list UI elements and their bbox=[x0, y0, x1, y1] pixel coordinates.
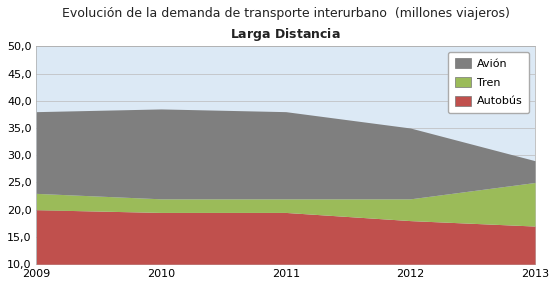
Legend: Avión, Tren, Autobús: Avión, Tren, Autobús bbox=[448, 52, 529, 113]
Title: Evolución de la demanda de transporte interurbano  (millones viajeros)
$\bf{Larg: Evolución de la demanda de transporte in… bbox=[62, 7, 510, 43]
